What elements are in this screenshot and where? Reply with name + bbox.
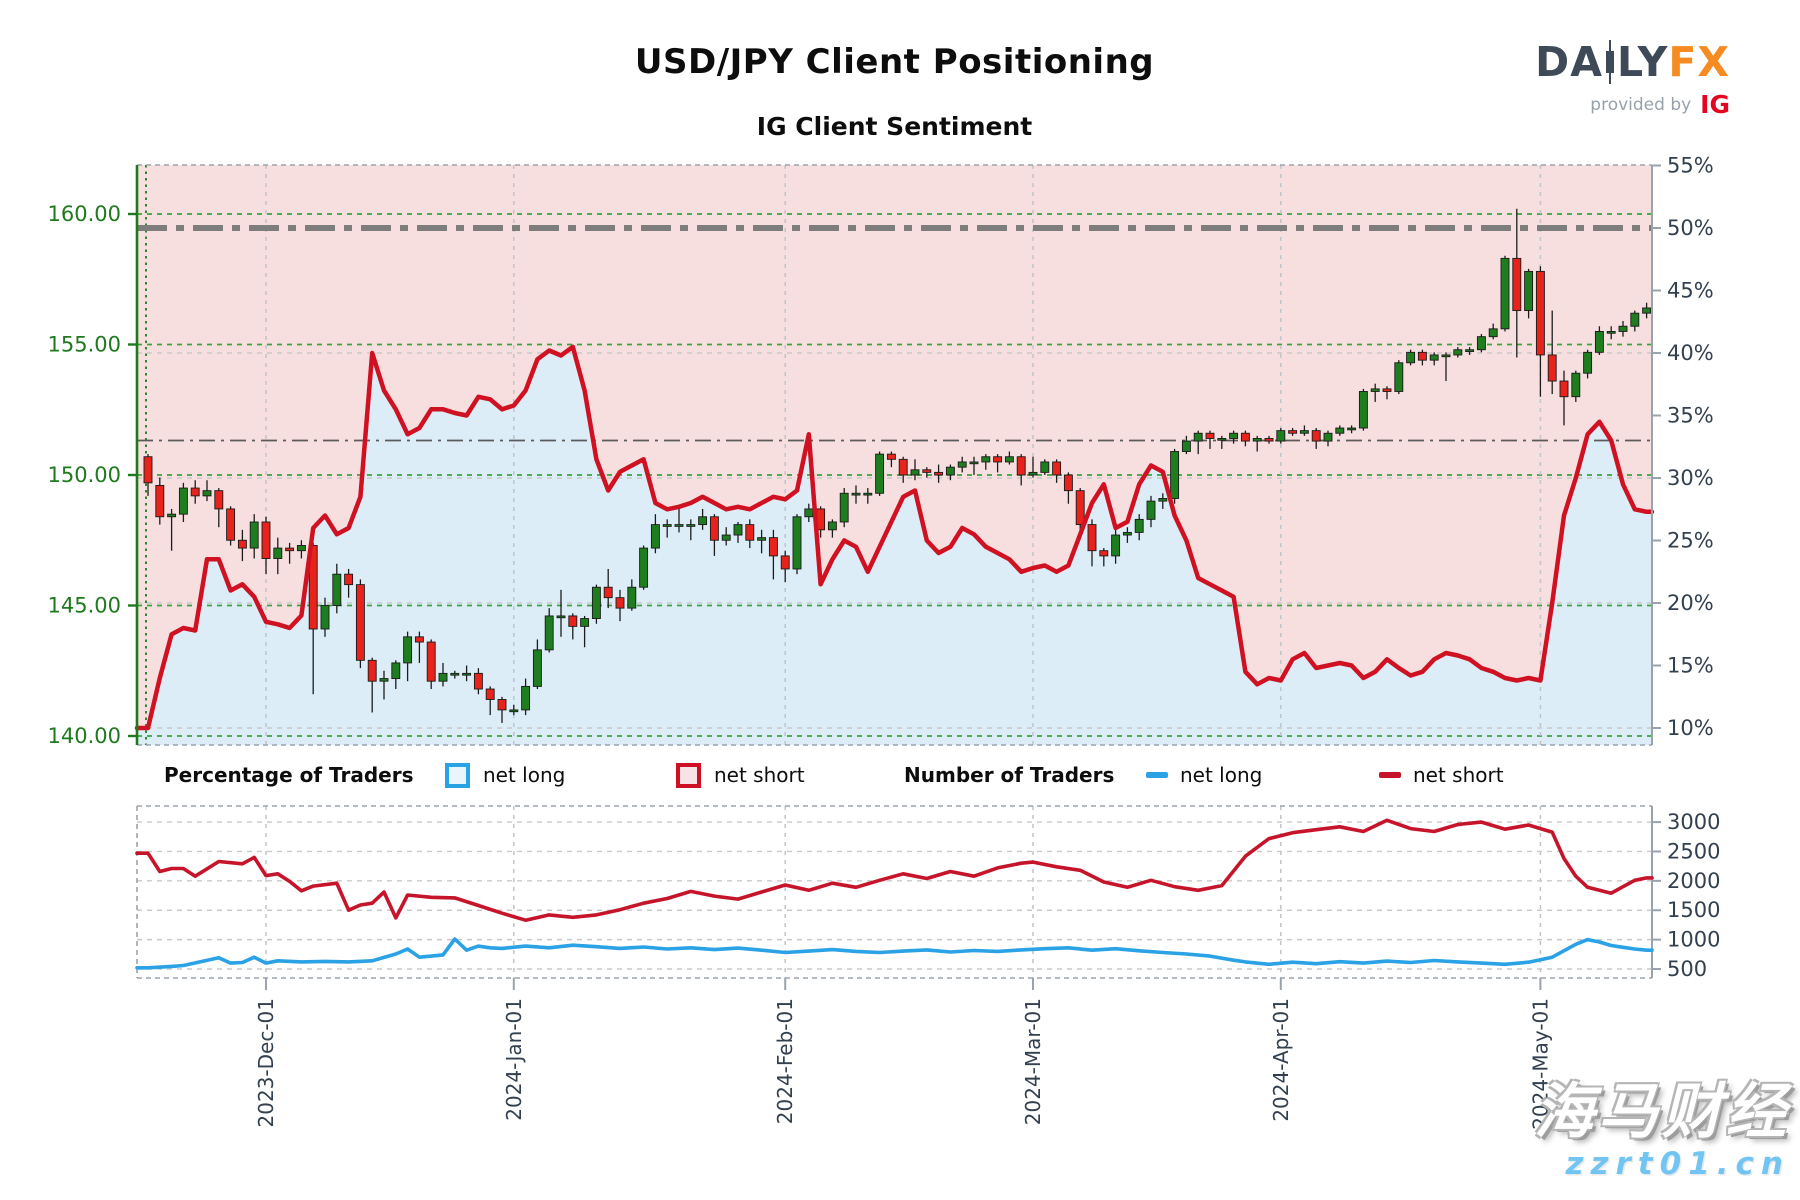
- pct-tick-label: 55%: [1667, 154, 1714, 178]
- net-short-line-icon: [1379, 772, 1401, 778]
- count-tick-label: 1500: [1667, 898, 1720, 922]
- legend-net-long-label: net long: [483, 763, 566, 787]
- price-axis-labels: 160.00 155.00 150.00 145.00 140.00: [48, 202, 137, 748]
- date-tick-label: 2023-Dec-01: [254, 998, 278, 1127]
- count-tick-label: 3000: [1667, 810, 1720, 834]
- gridlines: [137, 165, 1652, 978]
- pct-axis-labels: 55% 50% 45% 40% 35% 30% 25% 20% 15% 10%: [1652, 154, 1714, 740]
- count-tick-label: 2500: [1667, 839, 1720, 863]
- net-long-count-line: [135, 937, 1654, 970]
- chart-subtitle: IG Client Sentiment: [756, 112, 1033, 141]
- net-long-line-icon: [1146, 772, 1168, 778]
- logo-tagline: provided by: [1590, 94, 1692, 115]
- count-axis-labels: 3000 2500 2000 1500 1000 500: [1652, 810, 1720, 981]
- legend-count-net-short-label: net short: [1413, 763, 1504, 787]
- legend-pct-net-long: net long: [445, 760, 565, 790]
- net-short-count-line-group: [135, 818, 1654, 923]
- page-title: USD/JPY Client Positioning: [634, 42, 1155, 82]
- sentiment-line: [134, 344, 1655, 731]
- logo-text-ly: LY: [1616, 38, 1669, 86]
- ig-logo: IG: [1700, 90, 1730, 119]
- count-gridlines: [137, 821, 1652, 970]
- pct-tick-label: 45%: [1667, 279, 1714, 303]
- sentiment-areas: [137, 165, 1652, 745]
- legend-pct-net-short: net short: [676, 760, 805, 790]
- candlesticks: [143, 208, 1652, 723]
- legend-net-short-label: net short: [714, 763, 805, 787]
- dailyfx-logo: DA LY FX provided by IG: [1535, 40, 1730, 119]
- net-short-count-line: [135, 818, 1654, 923]
- date-tick-label: 2024-Feb-01: [773, 998, 797, 1124]
- price-tick-label: 155.00: [48, 333, 121, 357]
- net-short-swatch-icon: [676, 762, 701, 788]
- price-tick-label: 140.00: [48, 724, 121, 748]
- legend-pct-title: Percentage of Traders: [164, 763, 414, 787]
- pct-tick-label: 30%: [1667, 466, 1714, 490]
- pct-tick-label: 50%: [1667, 216, 1714, 240]
- legend-count-net-long: net long: [1146, 760, 1262, 790]
- pct-tick-label: 15%: [1667, 654, 1714, 678]
- date-tick-label: 2024-Apr-01: [1269, 998, 1293, 1122]
- net-long-swatch-icon: [445, 762, 470, 788]
- count-tick-label: 2000: [1667, 869, 1720, 893]
- pct-tick-label: 20%: [1667, 591, 1714, 615]
- candlestick-icon: [1604, 40, 1616, 84]
- pct-tick-label: 10%: [1667, 716, 1714, 740]
- price-tick-label: 145.00: [48, 594, 121, 618]
- net-short-pct-line: [134, 344, 1655, 731]
- dailyfx-wordmark: DA LY FX: [1535, 40, 1730, 84]
- logo-text-da: DA: [1535, 38, 1603, 86]
- date-tick-label: 2024-May-01: [1528, 998, 1552, 1130]
- pct-tick-label: 40%: [1667, 341, 1714, 365]
- legend-count-net-long-label: net long: [1180, 763, 1263, 787]
- logo-text-fx: FX: [1668, 38, 1730, 86]
- legend-count-net-short: net short: [1379, 760, 1504, 790]
- reference-lines: [137, 225, 1652, 442]
- legend-count-title: Number of Traders: [904, 763, 1115, 787]
- date-tick-label: 2024-Mar-01: [1021, 998, 1045, 1125]
- price-tick-label: 150.00: [48, 463, 121, 487]
- pct-tick-label: 25%: [1667, 529, 1714, 553]
- price-tick-label: 160.00: [48, 202, 121, 226]
- pct-tick-label: 35%: [1667, 404, 1714, 428]
- net-long-count-line-group: [135, 937, 1654, 970]
- main-borders: [135, 164, 1653, 746]
- count-tick-label: 500: [1667, 957, 1707, 981]
- date-axis: 2023-Dec-01 2024-Jan-01 2024-Feb-01 2024-Ma…: [254, 978, 1552, 1130]
- date-tick-label: 2024-Jan-01: [502, 998, 526, 1121]
- count-tick-label: 1000: [1667, 928, 1720, 952]
